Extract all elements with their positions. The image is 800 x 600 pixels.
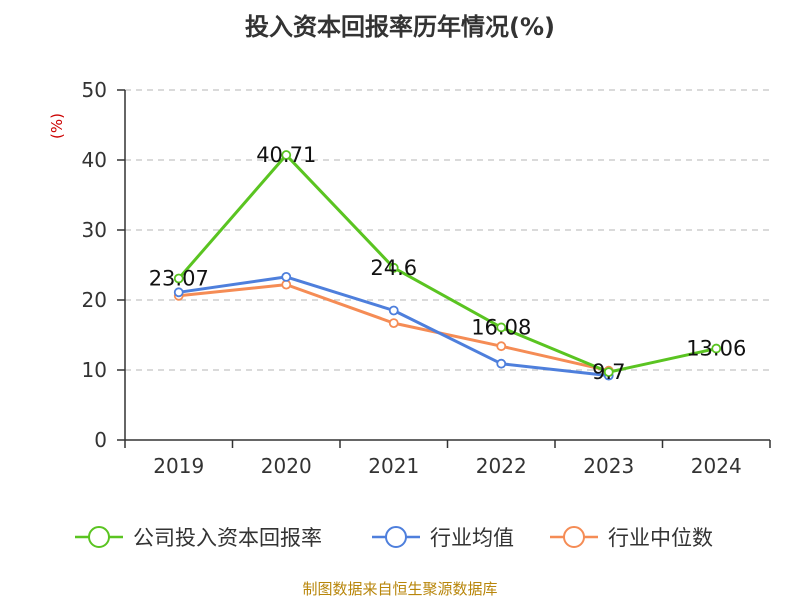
data-label: 24.6 bbox=[370, 256, 417, 280]
y-tick-label: 0 bbox=[94, 428, 107, 452]
source-note: 制图数据来自恒生聚源数据库 bbox=[302, 580, 497, 598]
data-point bbox=[173, 287, 184, 298]
y-tick-label: 10 bbox=[82, 358, 107, 382]
legend-item: 行业均值 bbox=[372, 526, 514, 550]
x-tick-label: 2019 bbox=[153, 454, 204, 478]
x-tick-label: 2021 bbox=[368, 454, 419, 478]
series-line bbox=[177, 153, 717, 374]
y-tick-label: 50 bbox=[82, 78, 107, 102]
chart-title: 投入资本回报率历年情况(%) bbox=[245, 13, 555, 41]
data-point bbox=[388, 262, 399, 273]
legend-marker bbox=[88, 526, 110, 548]
y-tick-label: 40 bbox=[82, 148, 107, 172]
legend-marker bbox=[563, 526, 585, 548]
data-point bbox=[388, 318, 399, 329]
legend: 公司投入资本回报率 行业均值 行业中位数 bbox=[75, 526, 713, 550]
data-point bbox=[388, 305, 399, 316]
x-tick-label: 2022 bbox=[476, 454, 527, 478]
data-label: 40.71 bbox=[256, 143, 316, 167]
data-label: 9.7 bbox=[592, 360, 625, 384]
data-point bbox=[496, 341, 507, 352]
x-tick-label: 2023 bbox=[583, 454, 634, 478]
y-tick-label: 30 bbox=[82, 218, 107, 242]
data-label: 13.06 bbox=[686, 337, 746, 361]
data-point bbox=[496, 322, 507, 333]
data-point bbox=[281, 279, 292, 290]
legend-marker bbox=[385, 526, 407, 548]
legend-label: 行业中位数 bbox=[608, 526, 713, 550]
legend-item: 公司投入资本回报率 bbox=[75, 526, 322, 550]
axes: 0 10 20 30 40 50 2019 2020 2021 2022 2023 2024 bbox=[82, 78, 771, 478]
x-tick-label: 2020 bbox=[261, 454, 312, 478]
series-1 bbox=[173, 271, 614, 381]
data-label: 16.08 bbox=[471, 315, 531, 339]
series-0 bbox=[173, 150, 722, 378]
y-tick-label: 20 bbox=[82, 288, 107, 312]
data-labels: 23.07 40.71 24.6 16.08 9.7 13.06 bbox=[149, 143, 747, 384]
series-2 bbox=[173, 279, 614, 376]
data-point bbox=[173, 273, 184, 284]
series-group bbox=[173, 150, 722, 381]
data-point bbox=[711, 343, 722, 354]
data-label: 23.07 bbox=[149, 267, 209, 291]
data-point bbox=[496, 358, 507, 369]
legend-item: 行业中位数 bbox=[550, 526, 713, 550]
data-point bbox=[281, 150, 292, 160]
y-axis-unit: (%) bbox=[48, 113, 66, 139]
x-tick-label: 2024 bbox=[691, 454, 742, 478]
legend-label: 行业均值 bbox=[430, 526, 514, 550]
grid bbox=[125, 89, 770, 371]
data-point bbox=[281, 271, 292, 282]
legend-label: 公司投入资本回报率 bbox=[133, 526, 322, 550]
data-point bbox=[603, 367, 614, 378]
